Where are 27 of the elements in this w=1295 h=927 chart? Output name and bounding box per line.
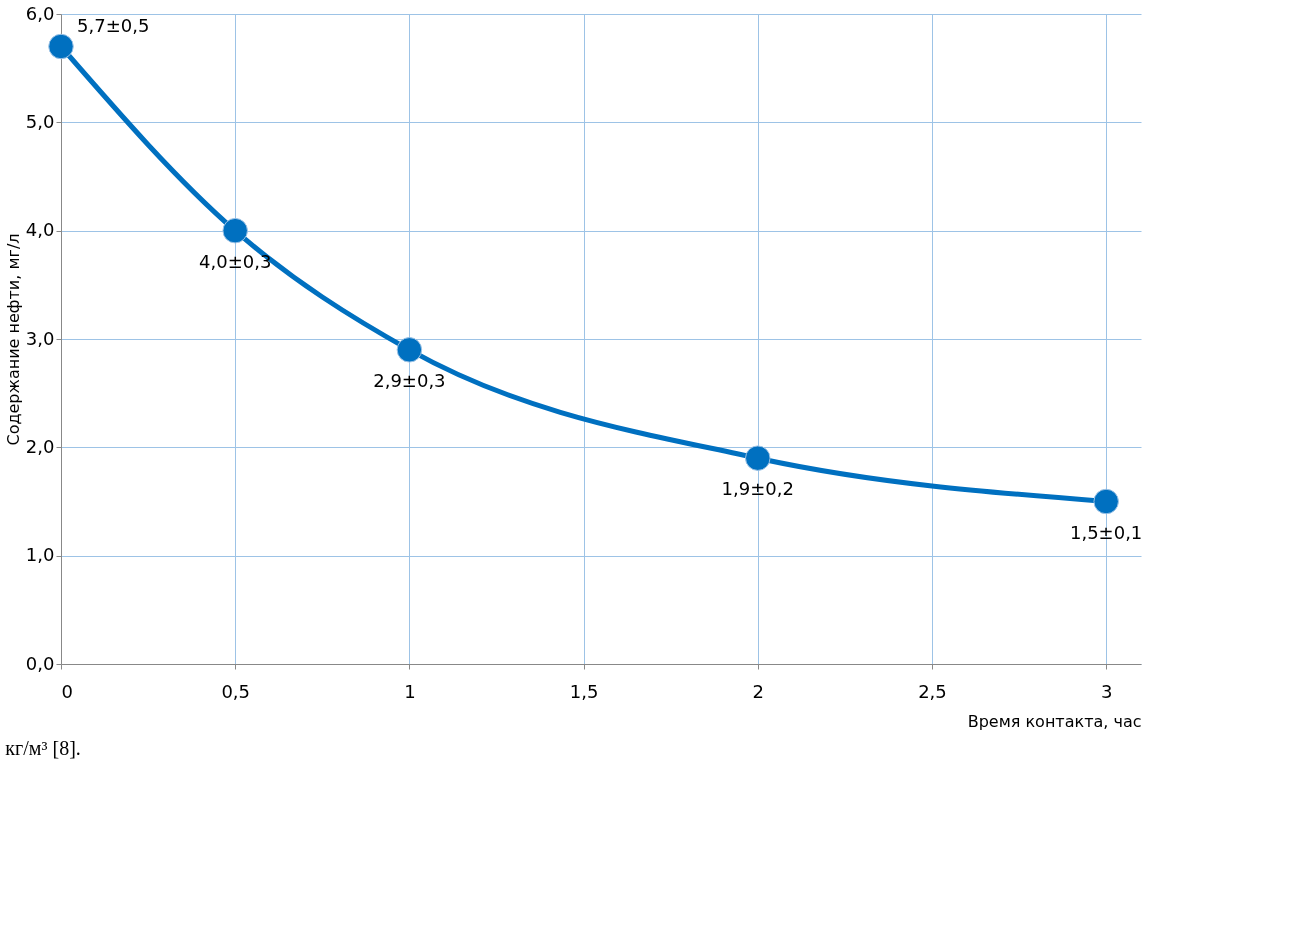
data-label: 1,5±0,1 [1069, 521, 1143, 543]
data-label: 1,9±0,2 [721, 478, 794, 500]
x-axis-title: Время контакта, час [967, 711, 1142, 731]
point [745, 445, 771, 471]
x-tick-label: 0,5 [221, 680, 251, 702]
text: кг/м³ [8]. [5, 737, 81, 759]
y-tick-label: 3,0 [25, 327, 55, 349]
y-tick-label: 5,0 [25, 110, 55, 132]
y-axis-title: Содержание нефти, мг/л [3, 233, 23, 446]
x-tick-label: 1,5 [569, 680, 599, 702]
x-tick-label: 2 [752, 680, 764, 702]
y-tick-label: 2,0 [25, 435, 55, 457]
point [222, 217, 248, 244]
data-label: 4,0±0,3 [199, 250, 272, 272]
point [396, 337, 423, 363]
x-tick-label: 3 [1100, 680, 1113, 702]
y-tick-label: 4,0 [25, 219, 55, 241]
point [48, 33, 74, 60]
y-tick-label: 6,0 [25, 2, 55, 24]
y-tick-label: 1,0 [25, 544, 55, 566]
x-tick-label: 1 [404, 680, 416, 702]
y-tick-label: 0,0 [25, 652, 55, 674]
data-label: 5,7±0,5 [77, 14, 150, 36]
data-label: 2,9±0,3 [373, 369, 446, 391]
x-tick-label: 2,5 [918, 680, 947, 702]
x-tick-label: 0 [61, 680, 73, 702]
point [1093, 488, 1119, 515]
